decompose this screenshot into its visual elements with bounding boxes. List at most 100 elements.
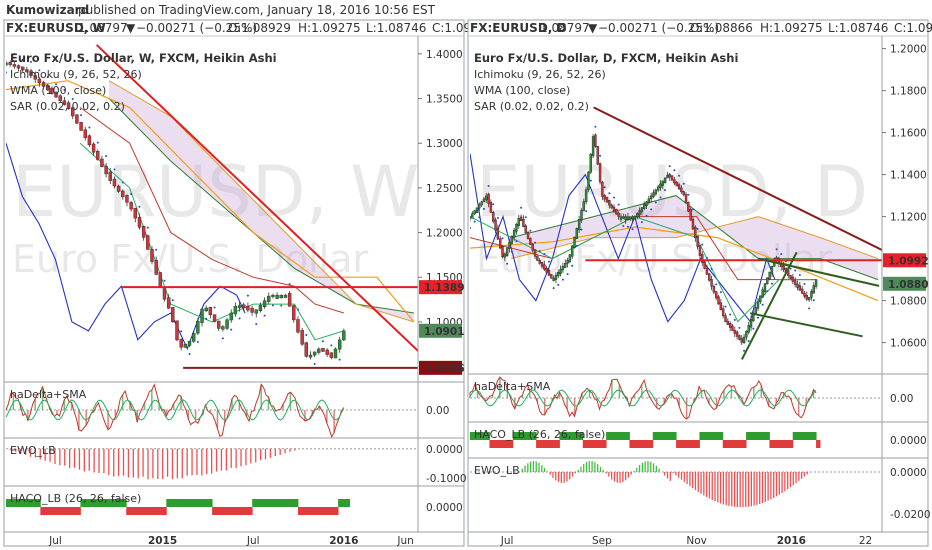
haco-bar [753,432,759,440]
indicator-pane[interactable]: haDelta+SMA 0.00 [468,373,928,420]
legend-entry: WMA (100, close) [10,84,106,97]
sar-dot [38,69,41,72]
haco-bar [691,440,696,448]
candle [478,204,481,209]
indicator-pane[interactable]: EWO_LB 0.0000 -0.0200 [468,457,931,521]
haco-bar [46,507,53,515]
publisher-name[interactable]: Kumowizard [6,3,89,17]
main-plot[interactable] [5,44,444,376]
y-tick-label: 1.1800 [890,86,927,98]
candle [475,207,479,213]
sar-dot [650,208,653,211]
haco-bar [539,440,545,448]
haco-bar [800,432,805,440]
y-tick-label: 1.1400 [890,170,927,182]
haco-bar [57,507,64,515]
y-tick-label: 1.1600 [890,128,927,140]
candle [763,283,767,292]
candle [41,82,46,87]
sar-dot [659,196,662,199]
haco-bar [120,499,127,507]
sar-dot [96,141,99,144]
sar-dot [599,154,602,157]
haco-bar [109,499,116,507]
sar-dot [733,318,736,321]
indicator-pane[interactable]: HACO_LB (26, 26, false) 0.0000 [468,421,928,448]
candle [619,216,623,220]
weekly-chart-panel[interactable]: FX:EURUSD, W1.08797▼ −0.00271 (−0.25%)O:1… [3,19,471,547]
trendline[interactable] [758,257,880,287]
haco-bar [206,499,213,507]
haco-bar [40,507,47,515]
haco-bar [343,499,350,507]
indicator-tick: 0.0000 [890,435,927,447]
haco-bar [816,440,821,448]
haco-bar [590,440,595,448]
haco-bar [172,499,179,507]
daily-chart-panel[interactable]: FX:EURUSD, D1.08797▼ −0.00271 (−0.25%)O:1… [467,19,932,547]
quote-low: L:1.08746 [366,21,426,35]
indicator-pane[interactable]: EWO_LB 0.0000 -0.1000 [4,437,467,485]
candle [317,348,321,353]
candle [187,340,192,346]
trendline[interactable] [95,44,444,376]
candle [610,204,613,209]
sar-dot [510,250,513,253]
candle [337,339,342,350]
haco-bar [746,432,751,440]
indicator-pane[interactable]: haDelta+SMA 0.00 [4,381,464,439]
haco-bar [637,440,642,448]
sar-dot [631,228,634,231]
candle [598,163,602,183]
haco-bar [292,499,299,507]
haco-bar [137,507,144,515]
sar-dot [608,192,611,195]
indicator-pane[interactable]: HACO_LB (26, 26, false) 0.0000 [4,485,464,515]
candle [761,289,764,298]
candle [133,207,137,219]
candle [191,332,196,342]
sar-dot [752,327,755,330]
indicator-tick: -0.0200 [890,509,931,521]
sar-dot [255,323,258,326]
candle [158,272,163,289]
price-label: 1.0486 [424,363,465,375]
sar-dot [557,283,560,286]
sar-dot [534,241,537,244]
candle [756,301,760,309]
trendline[interactable] [749,312,863,338]
price-label-box [419,280,462,295]
sar-dot [580,228,583,231]
candle [242,304,246,309]
candle [25,69,29,73]
haco-bar [551,440,557,448]
trendline[interactable] [593,106,908,262]
candle [564,263,567,268]
trendline[interactable] [741,251,798,360]
sar-dot [506,262,509,265]
sar-dot [30,60,33,63]
candle [759,295,762,302]
candle [494,219,497,231]
haco-bar [742,440,747,448]
sar-dot [715,283,718,286]
candle [79,122,83,131]
sar-dot [803,282,806,285]
candle [580,210,583,221]
hadelta-line [5,383,345,439]
haco-bar [183,499,190,507]
y-tick-label: 1.0600 [890,338,927,350]
sar-dot [313,363,316,366]
candle [200,308,204,323]
haco-bar [485,432,490,440]
candle [575,227,579,239]
candle [659,183,662,189]
quote-last: 1.08797 [540,21,590,35]
main-plot[interactable] [469,106,908,360]
haco-bar [320,507,328,515]
sar-dot [271,304,274,307]
candle [701,254,704,263]
haco-bar [246,507,253,515]
haco-bar [749,432,755,440]
candle [342,330,346,341]
